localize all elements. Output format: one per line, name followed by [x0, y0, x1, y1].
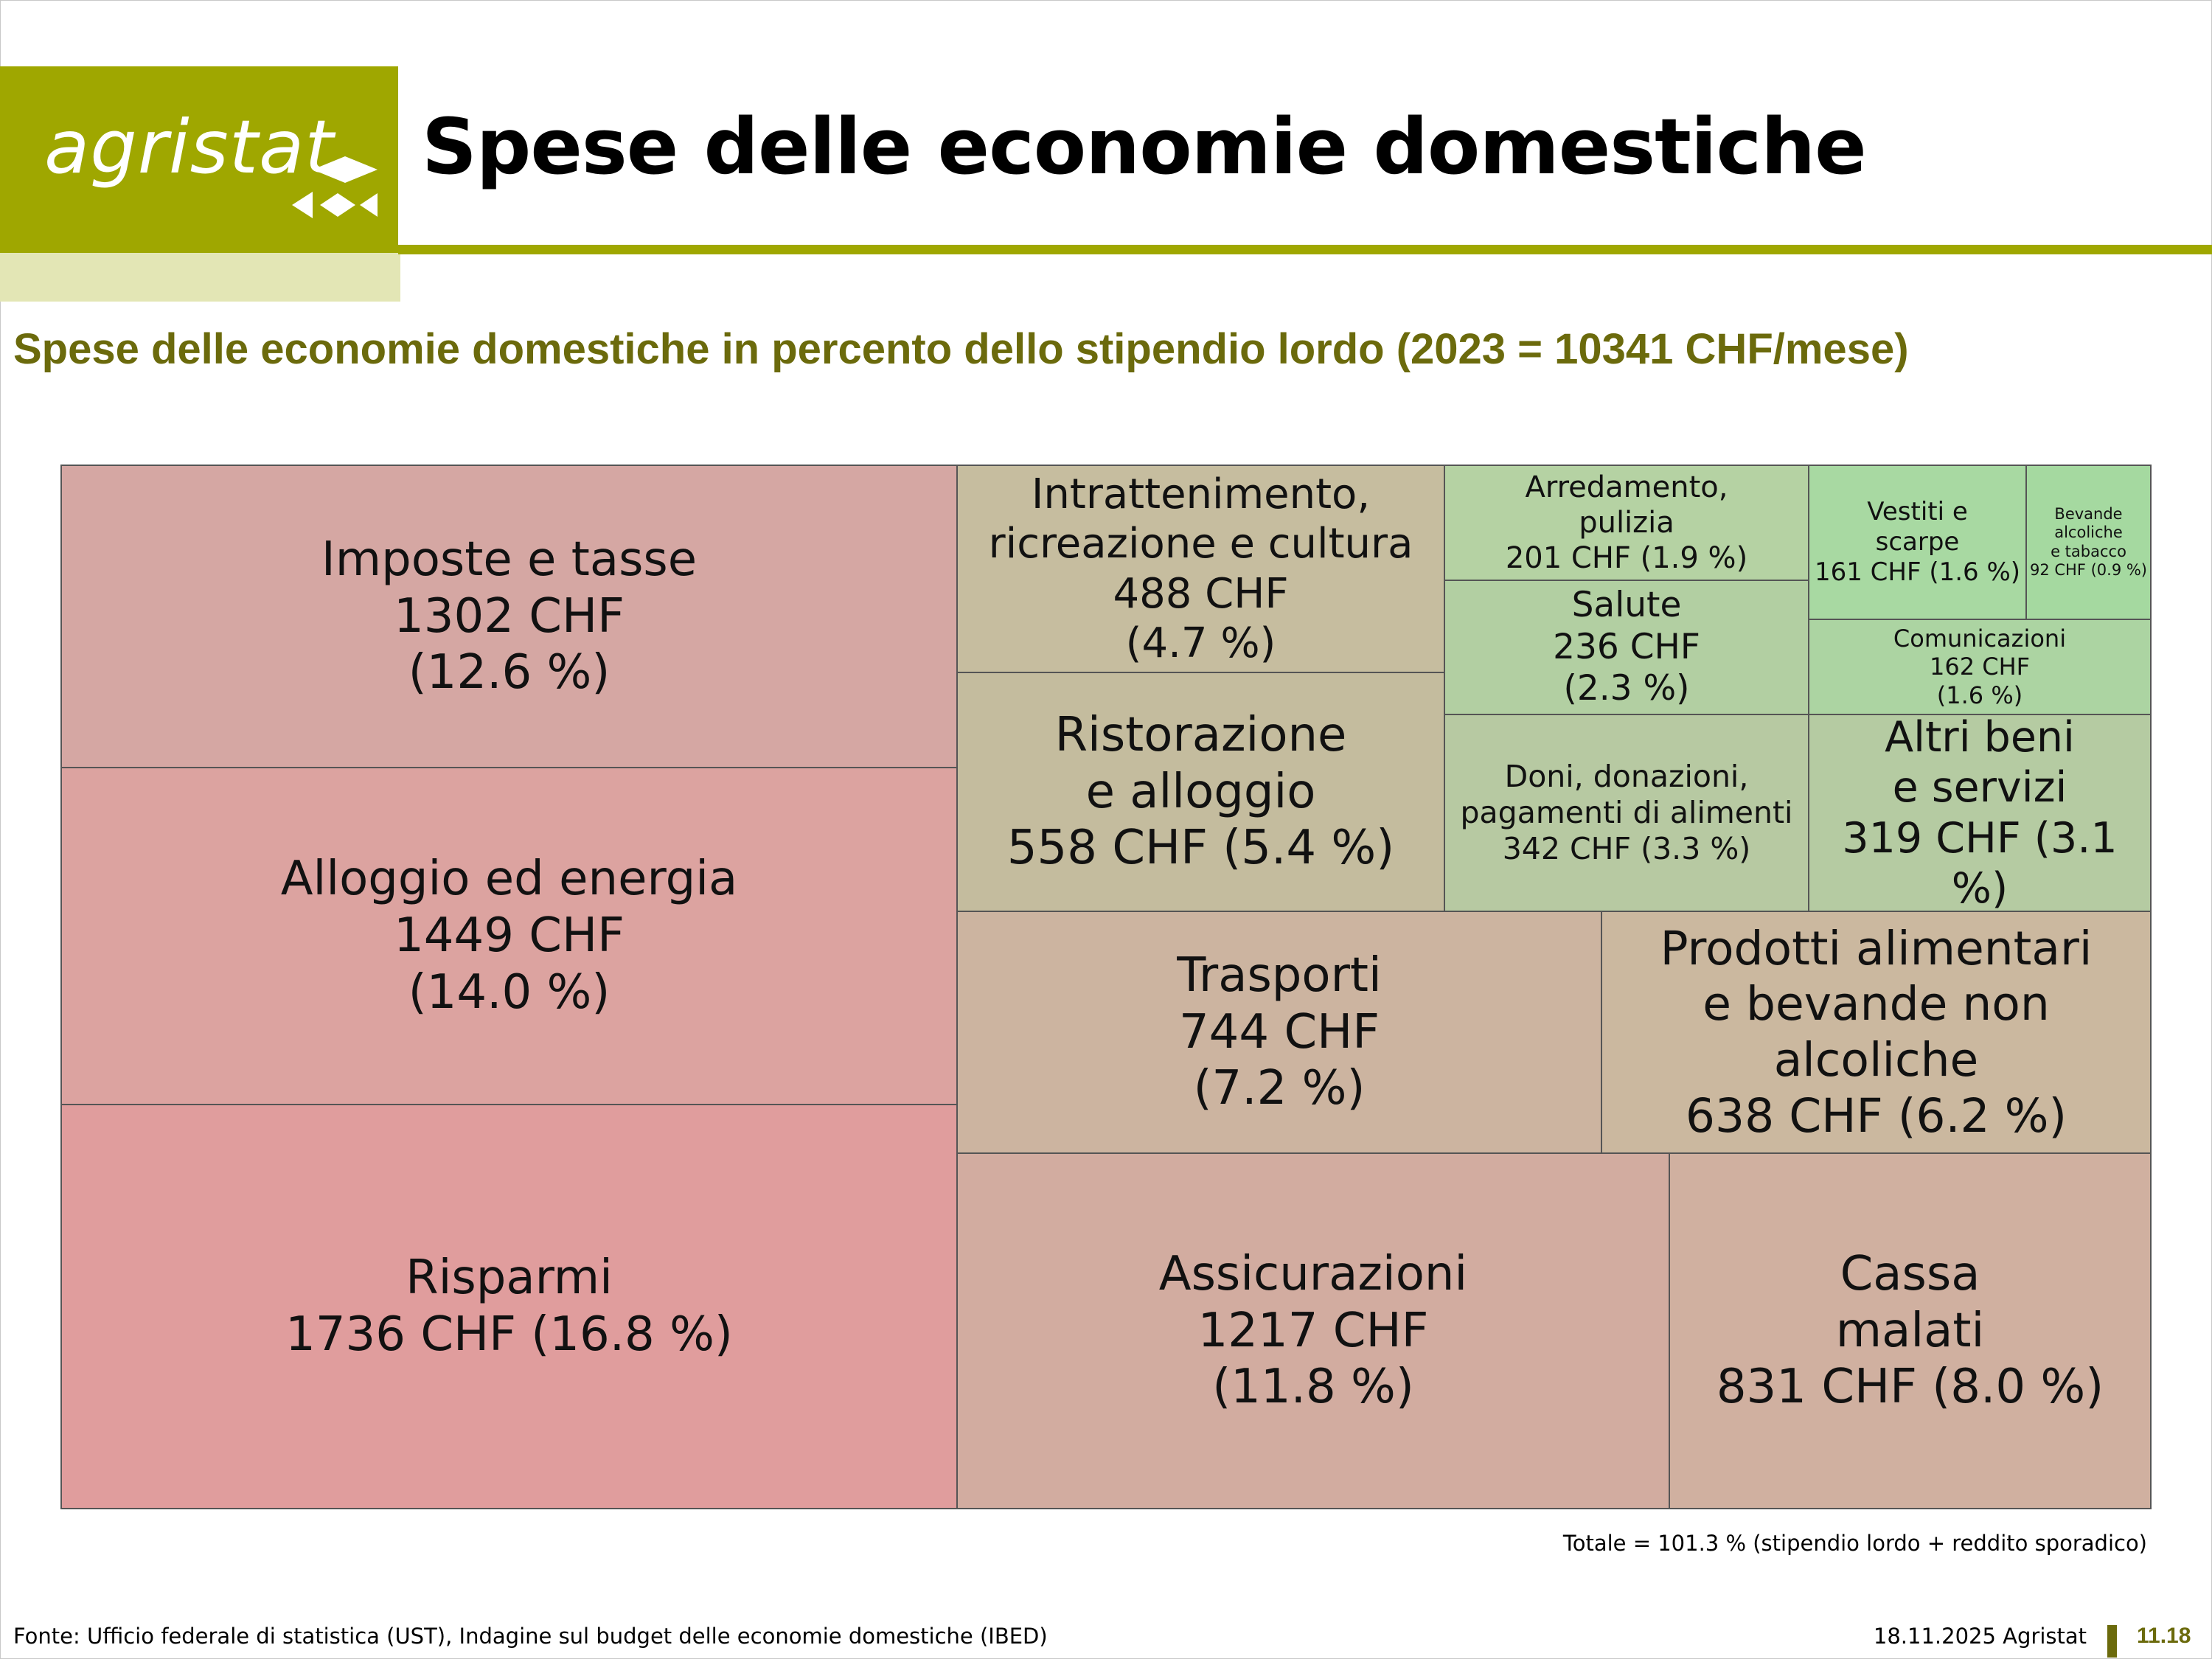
treemap-cell-label: Salute: [1572, 585, 1682, 626]
treemap-cell-label: Altri beni: [1885, 712, 2075, 762]
treemap-cell-label: e servizi: [1893, 762, 2067, 813]
treemap-cell-label: e tabacco: [2051, 543, 2126, 561]
treemap-cell-label: Doni, donazioni,: [1505, 759, 1749, 795]
treemap-cell-label: malati: [1836, 1303, 1984, 1360]
treemap-cell-label: Imposte e tasse: [321, 532, 697, 588]
treemap-cell-doni-donazioni: Doni, donazioni, pagamenti di alimenti 342…: [1444, 714, 1809, 912]
treemap-cell-label: 319 CHF (3.1 %): [1809, 813, 2150, 914]
treemap-cell-label: Bevande: [2054, 505, 2122, 524]
logo-mark-icon: [286, 153, 382, 221]
treemap-cell-label: e bevande non: [1703, 976, 2050, 1032]
treemap-cell-label: 1736 CHF (16.8 %): [285, 1307, 733, 1363]
treemap-cell-imposte-e-tasse: Imposte e tasse 1302 CHF (12.6 %): [60, 465, 958, 768]
treemap-cell-assicurazioni: Assicurazioni 1217 CHF (11.8 %): [956, 1152, 1670, 1509]
treemap-cell-label: 488 CHF: [1113, 569, 1288, 619]
treemap-cell-label: 342 CHF (3.3 %): [1503, 831, 1751, 867]
treemap-cell-trasporti: Trasporti 744 CHF (7.2 %): [956, 911, 1602, 1154]
treemap-cell-comunicazioni: Comunicazioni 162 CHF (1.6 %): [1808, 619, 2152, 715]
treemap-cell-label: (1.6 %): [1937, 681, 2023, 709]
footer-source: Fonte: Ufficio federale di statistica (U…: [13, 1624, 1048, 1649]
treemap-cell-label: pulizia: [1579, 505, 1674, 540]
treemap-cell-label: 161 CHF (1.6 %): [1815, 557, 2020, 588]
treemap-cell-label: Prodotti alimentari: [1660, 921, 2093, 977]
treemap-cell-label: Comunicazioni: [1893, 625, 2066, 653]
treemap-cell-label: Risparmi: [406, 1250, 613, 1307]
treemap-cell-label: 744 CHF: [1179, 1004, 1380, 1061]
treemap-cell-label: 201 CHF (1.9 %): [1506, 540, 1747, 576]
footer-date: 18.11.2025 Agristat: [1874, 1624, 2087, 1649]
treemap-cell-label: Alloggio ed energia: [281, 851, 738, 908]
treemap-cell-label: (4.7 %): [1126, 619, 1276, 668]
treemap-cell-label: 831 CHF (8.0 %): [1717, 1359, 2104, 1416]
treemap-cell-label: (11.8 %): [1212, 1359, 1414, 1416]
treemap-cell-label: Cassa: [1840, 1246, 1980, 1303]
treemap-cell-ristorazione: Ristorazione e alloggio 558 CHF (5.4 %): [956, 672, 1445, 912]
treemap-cell-label: Ristorazione: [1055, 707, 1347, 764]
treemap-cell-salute: Salute 236 CHF (2.3 %): [1444, 580, 1809, 715]
treemap-cell-label: 558 CHF (5.4 %): [1007, 820, 1394, 877]
treemap-cell-vestiti-e-scarpe: Vestiti e scarpe 161 CHF (1.6 %): [1808, 465, 2027, 620]
treemap-cell-label: 1217 CHF: [1198, 1303, 1429, 1360]
treemap-cell-label: Arredamento,: [1526, 470, 1728, 505]
treemap-cell-risparmi: Risparmi 1736 CHF (16.8 %): [60, 1104, 958, 1509]
treemap-cell-label: 1449 CHF: [394, 908, 625, 964]
treemap-cell-bevande-alcoliche: Bevande alcoliche e tabacco 92 CHF (0.9 %): [2025, 465, 2152, 620]
treemap-cell-label: alcoliche: [2054, 524, 2123, 542]
treemap-cell-label: alcoliche: [1774, 1032, 1979, 1088]
treemap-cell-label: pagamenti di alimenti: [1461, 795, 1793, 831]
treemap-cell-label: (2.3 %): [1563, 668, 1689, 709]
treemap-cell-label: 236 CHF: [1553, 627, 1700, 668]
treemap-cell-label: (14.0 %): [408, 964, 611, 1021]
treemap-chart: Imposte e tasse 1302 CHF (12.6 %) Alloggio…: [60, 465, 2152, 1509]
treemap-cell-label: Assicurazioni: [1159, 1246, 1467, 1303]
page-title: Spese delle economie domestiche: [422, 105, 1866, 189]
treemap-cell-label: 638 CHF (6.2 %): [1686, 1088, 2067, 1144]
treemap-cell-label: scarpe: [1876, 527, 1960, 557]
treemap-cell-intrattenimento: Intrattenimento, ricreazione e cultura 488…: [956, 465, 1445, 673]
treemap-cell-arredamento: Arredamento, pulizia 201 CHF (1.9 %): [1444, 465, 1809, 581]
treemap-cell-label: ricreazione e cultura: [989, 519, 1413, 568]
treemap-cell-label: 162 CHF: [1930, 653, 2030, 681]
treemap-cell-label: e alloggio: [1086, 764, 1316, 821]
logo-accent-band: [0, 253, 400, 302]
treemap-cell-alloggio-ed-energia: Alloggio ed energia 1449 CHF (14.0 %): [60, 767, 958, 1105]
total-note: Totale = 101.3 % (stipendio lordo + redd…: [1563, 1531, 2147, 1556]
chart-subtitle: Spese delle economie domestiche in perce…: [13, 324, 1909, 374]
treemap-cell-altri-beni-e-servizi: Altri beni e servizi 319 CHF (3.1 %): [1808, 714, 2152, 912]
header-rule: [398, 245, 2212, 254]
treemap-cell-label: (7.2 %): [1194, 1060, 1366, 1117]
treemap-cell-prodotti-alimentari: Prodotti alimentari e bevande non alcolich…: [1601, 911, 2152, 1154]
treemap-cell-label: 92 CHF (0.9 %): [2030, 561, 2147, 580]
footer-separator: [2107, 1625, 2117, 1658]
treemap-cell-label: (12.6 %): [408, 644, 611, 701]
page-number: 11.18: [2137, 1624, 2191, 1649]
treemap-cell-cassa-malati: Cassa malati 831 CHF (8.0 %): [1669, 1152, 2152, 1509]
treemap-cell-label: Intrattenimento,: [1032, 470, 1370, 519]
treemap-cell-label: Vestiti e: [1867, 497, 1968, 527]
treemap-cell-label: 1302 CHF: [394, 588, 625, 645]
treemap-cell-label: Trasporti: [1177, 947, 1382, 1004]
